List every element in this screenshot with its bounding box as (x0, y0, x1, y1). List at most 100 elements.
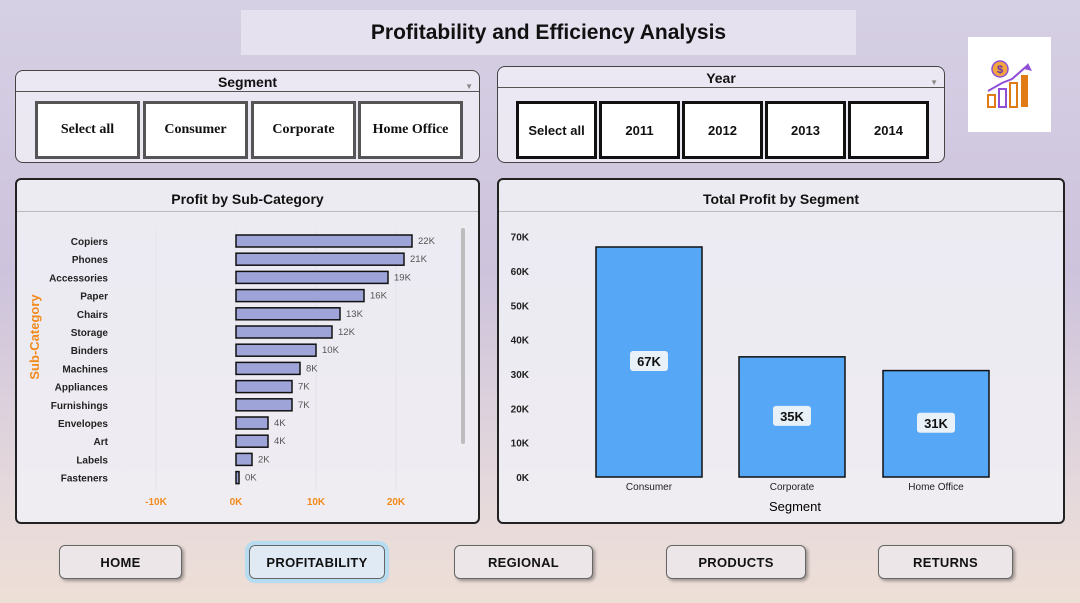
data-label: 13K (346, 309, 364, 320)
y-tick-label: 40K (511, 336, 530, 347)
year-option-2011[interactable]: 2011 (599, 101, 680, 159)
bar (235, 307, 341, 321)
data-label-background (630, 350, 668, 371)
data-label: 35K (780, 409, 804, 424)
segment-option-consumer[interactable]: Consumer (143, 101, 248, 159)
profit-growth-icon: $ (968, 37, 1051, 132)
y-tick-label: 20K (511, 404, 530, 415)
subcategory-axis-title: Sub-Category (27, 294, 42, 380)
chevron-down-icon[interactable]: ▼ (930, 78, 938, 87)
x-tick-label: 0K (230, 497, 244, 508)
segment-chart-panel: Total Profit by Segment 0K 10K 20K 30K 40K 50… (497, 178, 1065, 524)
svg-text:$: $ (996, 64, 1002, 76)
category-label: Labels (76, 455, 108, 466)
segment-chart: 0K 10K 20K 30K 40K 50K 60K 70K 67K Consumer 35K Co… (511, 233, 990, 514)
page-title: Profitability and Efficiency Analysis (241, 10, 856, 55)
year-slicer-header: Year ▼ (498, 68, 944, 88)
data-label-background (917, 412, 955, 433)
subcategory-marks: Copiers 22K Phones 21K Accessories 19K Paper 16… (49, 234, 436, 485)
data-label: 7K (298, 400, 310, 411)
y-tick-label: 0K (516, 473, 530, 484)
category-label: Storage (71, 328, 109, 339)
nav-home-button[interactable]: HOME (59, 545, 182, 579)
data-label: 4K (274, 436, 286, 447)
year-option-select-all[interactable]: Select all (516, 101, 597, 159)
category-label: Binders (71, 346, 109, 357)
bar (235, 379, 293, 394)
subcategory-scrollbar[interactable] (461, 228, 465, 444)
bar (235, 361, 301, 376)
segment-option-select-all[interactable]: Select all (35, 101, 140, 159)
year-slicer: Year ▼ Select all 2011 2012 2013 2014 (497, 66, 945, 163)
year-option-2014[interactable]: 2014 (848, 101, 929, 159)
nav-profitability-button[interactable]: PROFITABILITY (245, 541, 389, 583)
chevron-down-icon[interactable]: ▼ (465, 82, 473, 91)
data-label: 8K (306, 363, 318, 374)
category-label: Corporate (770, 482, 815, 493)
data-label: 19K (394, 272, 412, 283)
data-label: 7K (298, 382, 310, 393)
data-label: 10K (322, 345, 340, 356)
data-label: 12K (338, 327, 356, 338)
data-label: 4K (274, 418, 286, 429)
data-label: 16K (370, 291, 388, 302)
category-label: Chairs (77, 310, 109, 321)
nav-regional-button[interactable]: REGIONAL (454, 545, 593, 579)
segment-slicer-title: Segment (217, 74, 278, 90)
category-label: Accessories (49, 273, 108, 284)
x-tick-label: 20K (387, 497, 406, 508)
segment-axis-title: Segment (769, 499, 821, 514)
nav-products-button[interactable]: PRODUCTS (666, 545, 806, 579)
bar (235, 452, 253, 467)
subcategory-chart: Sub-Category Copiers 22K Phones 21K Accessor… (27, 228, 465, 508)
bar (235, 325, 333, 339)
category-label: Home Office (908, 482, 964, 493)
category-label: Fasteners (61, 474, 109, 485)
segment-y-ticks: 0K 10K 20K 30K 40K 50K 60K 70K (511, 233, 530, 484)
year-option-2013[interactable]: 2013 (765, 101, 846, 159)
bar (235, 270, 389, 285)
data-label: 21K (410, 254, 428, 265)
category-label: Phones (72, 255, 109, 266)
bar (235, 470, 240, 485)
bar (235, 343, 317, 357)
category-label: Paper (80, 292, 108, 303)
nav-returns-button[interactable]: RETURNS (878, 545, 1013, 579)
subcategory-chart-panel: Profit by Sub-Category Sub-Category Copi… (15, 178, 480, 524)
data-label: 31K (924, 416, 948, 431)
data-label: 2K (258, 454, 270, 465)
y-tick-label: 70K (511, 233, 530, 244)
y-tick-label: 30K (511, 370, 530, 381)
category-label: Machines (62, 364, 108, 375)
segment-slicer: Segment ▼ Select all Consumer Corporate … (15, 70, 480, 163)
category-label: Envelopes (58, 419, 108, 430)
x-tick-label: -10K (145, 497, 167, 508)
y-tick-label: 60K (511, 267, 530, 278)
category-label: Furnishings (51, 401, 109, 412)
year-slicer-title: Year (706, 70, 736, 86)
y-tick-label: 50K (511, 301, 530, 312)
data-label-background (773, 405, 811, 426)
data-label: 22K (418, 236, 436, 247)
category-label: Copiers (71, 237, 109, 248)
bar (235, 434, 269, 448)
subcategory-gridlines (155, 230, 397, 490)
bar (235, 398, 293, 412)
segment-option-home-office[interactable]: Home Office (358, 101, 463, 159)
subcategory-x-ticks: -10K 0K 10K 20K (145, 497, 406, 508)
data-label: 0K (245, 473, 257, 484)
bar (235, 234, 413, 248)
bar (235, 288, 365, 303)
category-label: Consumer (626, 482, 673, 493)
segment-slicer-header: Segment ▼ (16, 72, 479, 92)
segment-option-corporate[interactable]: Corporate (251, 101, 356, 159)
x-tick-label: 10K (307, 497, 326, 508)
bar (235, 416, 269, 430)
subcategory-chart-title: Profit by Sub-Category (17, 180, 478, 212)
category-label: Appliances (55, 383, 109, 394)
data-label: 67K (637, 354, 661, 369)
segment-marks: 67K Consumer 35K Corporate 31K Home Office (595, 246, 990, 493)
year-option-2012[interactable]: 2012 (682, 101, 763, 159)
segment-chart-title: Total Profit by Segment (499, 180, 1063, 212)
bar (235, 252, 405, 266)
